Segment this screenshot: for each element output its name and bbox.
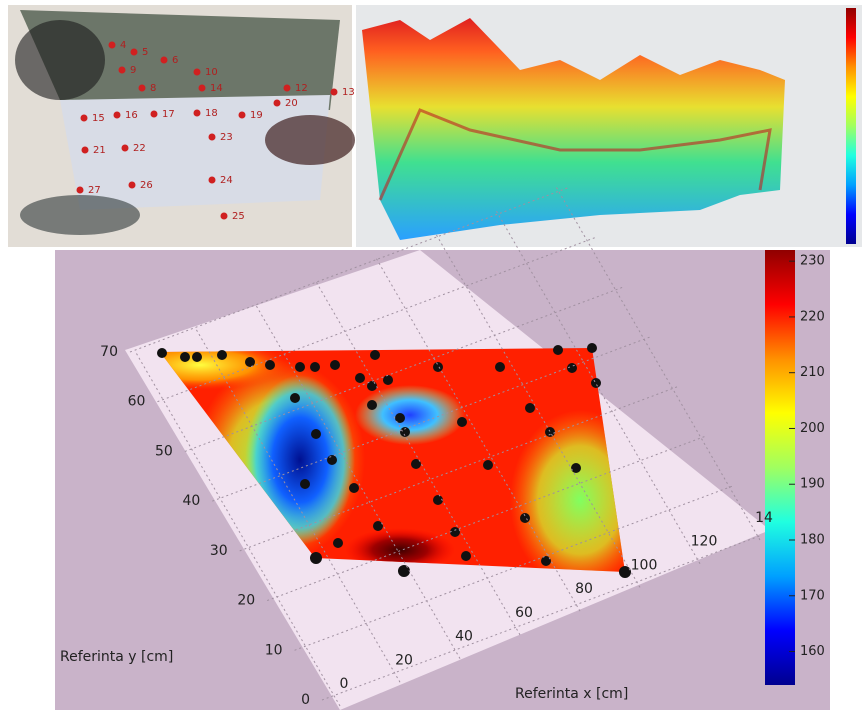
photo-marker — [209, 177, 216, 184]
photo-panel: 4 5 6 8 9 10 14 12 13 15 16 17 18 19 20 21 22 23 24 25 26 27 — [8, 5, 355, 247]
x-tick-label: 120 — [691, 534, 718, 550]
photo-marker — [239, 112, 246, 119]
photo-label: 22 — [133, 143, 146, 154]
colorbar-tick-label: 160 — [800, 644, 825, 659]
x-tick-label: 14 — [755, 510, 773, 526]
y-tick-label: 60 — [128, 394, 146, 410]
photo-label: 19 — [250, 110, 263, 121]
x-tick-label: 0 — [340, 676, 349, 692]
colorbar-tick-label: 220 — [800, 309, 825, 324]
y-tick-label: 30 — [210, 543, 228, 559]
photo-label: 10 — [205, 67, 218, 78]
photo-label: 24 — [220, 175, 233, 186]
photo-label: 14 — [210, 83, 223, 94]
photo-marker — [122, 145, 129, 152]
photo-marker — [221, 213, 228, 220]
photo-marker — [199, 85, 206, 92]
photo-marker — [109, 42, 116, 49]
photo-label: 9 — [130, 65, 136, 76]
x-tick-label: 40 — [455, 629, 473, 645]
photo-label: 26 — [140, 180, 153, 191]
main-chart: Referinta y [cm] Referinta x [cm] — [55, 250, 830, 710]
photo-label: 4 — [120, 40, 126, 51]
photo-label: 25 — [232, 211, 245, 222]
colorbar-tick-label: 190 — [800, 477, 825, 492]
y-tick-label: 0 — [301, 692, 310, 708]
page: {"photo_labels": ["4", "5", "6", "8", "9… — [0, 0, 868, 710]
y-tick-label: 50 — [155, 443, 173, 459]
photo-marker — [274, 100, 281, 107]
photo-marker — [194, 69, 201, 76]
colorbar-tick-label: 210 — [800, 365, 825, 380]
y-tick-label: 20 — [237, 593, 255, 609]
photo-label: 8 — [150, 83, 156, 94]
photo-marker — [284, 85, 291, 92]
y-tick-label: 40 — [182, 493, 200, 509]
photo-marker — [194, 110, 201, 117]
photo-marker — [209, 134, 216, 141]
photo-label: 13 — [342, 87, 355, 98]
x-tick-label: 100 — [631, 557, 658, 573]
x-tick-label: 20 — [395, 652, 413, 668]
x-tick-label: 60 — [515, 605, 533, 621]
photo-label: 15 — [92, 113, 105, 124]
photo-marker — [81, 115, 88, 122]
photo-label: 27 — [88, 185, 101, 196]
y-tick-label: 10 — [265, 642, 283, 658]
photo-label: 18 — [205, 108, 218, 119]
photo-marker — [82, 147, 89, 154]
colorbar-tick-label: 180 — [800, 533, 825, 548]
colorbar — [765, 250, 795, 685]
colorbar-tick-label: 170 — [800, 588, 825, 603]
photo-marker — [114, 112, 121, 119]
x-axis-label: Referinta x [cm] — [515, 686, 628, 702]
photo-marker — [119, 67, 126, 74]
photo-marker — [131, 49, 138, 56]
y-tick-label: 70 — [100, 344, 118, 360]
photo-label: 5 — [142, 47, 148, 58]
photo-marker — [331, 89, 338, 96]
photo-label: 20 — [285, 98, 298, 109]
photo-label: 23 — [220, 132, 233, 143]
x-tick-label: 80 — [575, 581, 593, 597]
photo-marker — [161, 57, 168, 64]
colorbar-tick-label: 230 — [800, 254, 825, 269]
photo-label: 17 — [162, 109, 175, 120]
colorbar-tick-label: 200 — [800, 421, 825, 436]
photo-marker — [77, 187, 84, 194]
photo-marker — [129, 182, 136, 189]
figure: 4 5 6 8 9 10 14 12 13 15 16 17 18 19 20 21 22 23 24 25 26 27 — [0, 0, 868, 710]
y-axis-label: Referinta y [cm] — [60, 649, 173, 665]
photo-label: 21 — [93, 145, 106, 156]
photo-marker — [139, 85, 146, 92]
surface-panel — [356, 5, 862, 247]
photo-label: 16 — [125, 110, 138, 121]
photo-label: 12 — [295, 83, 308, 94]
photo-marker — [151, 111, 158, 118]
photo-label: 6 — [172, 55, 178, 66]
